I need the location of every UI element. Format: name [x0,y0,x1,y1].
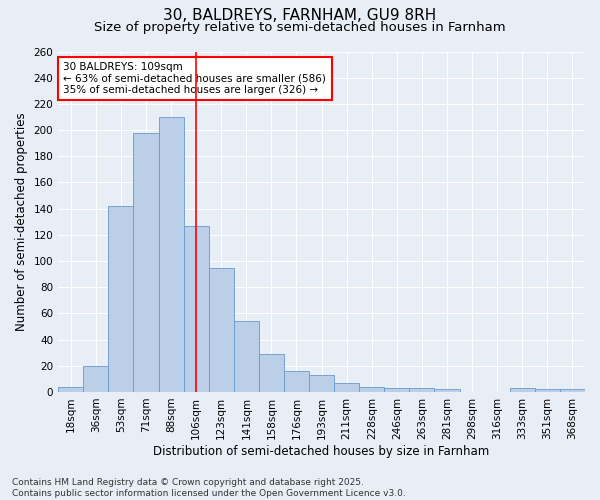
Text: Contains HM Land Registry data © Crown copyright and database right 2025.
Contai: Contains HM Land Registry data © Crown c… [12,478,406,498]
Bar [158,117,184,392]
Text: Size of property relative to semi-detached houses in Farnham: Size of property relative to semi-detach… [94,21,506,34]
Bar [359,386,385,392]
Bar [284,371,309,392]
Bar [209,268,234,392]
Bar [510,388,535,392]
Bar [385,388,409,392]
Y-axis label: Number of semi-detached properties: Number of semi-detached properties [15,112,28,331]
Bar [109,206,133,392]
Bar [184,226,209,392]
Bar [535,390,560,392]
Bar [133,132,158,392]
Bar [83,366,109,392]
Bar [58,386,83,392]
Bar [259,354,284,392]
Bar [560,390,585,392]
Bar [309,375,334,392]
Bar [409,388,434,392]
X-axis label: Distribution of semi-detached houses by size in Farnham: Distribution of semi-detached houses by … [154,444,490,458]
Text: 30 BALDREYS: 109sqm
← 63% of semi-detached houses are smaller (586)
35% of semi-: 30 BALDREYS: 109sqm ← 63% of semi-detach… [64,62,326,95]
Bar [434,390,460,392]
Bar [334,383,359,392]
Bar [234,321,259,392]
Text: 30, BALDREYS, FARNHAM, GU9 8RH: 30, BALDREYS, FARNHAM, GU9 8RH [163,8,437,22]
